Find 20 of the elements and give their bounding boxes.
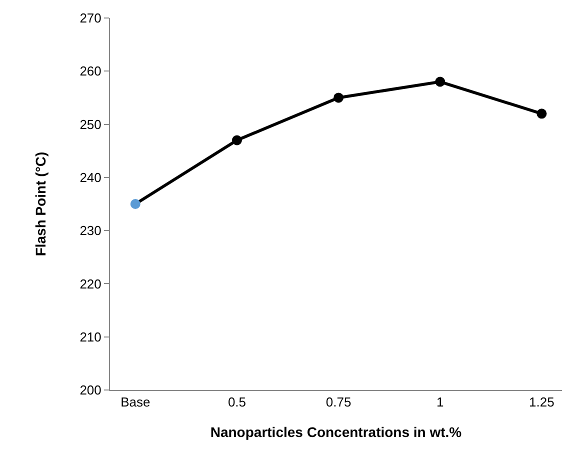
point (536, 108, 547, 119)
y-tick-label: 220 (80, 276, 102, 292)
y-tick-label: 210 (80, 329, 102, 344)
x-tick-label: 0.5 (228, 394, 246, 410)
x-axis-title: Nanoparticles Concentrations in wt.% (210, 424, 462, 440)
x-tick-label: 0.75 (326, 394, 352, 410)
x-tick-label: Base (120, 394, 150, 410)
y-tick-label: 240 (80, 170, 102, 185)
y-axis-title: Flash Point (°C) (32, 152, 48, 256)
point (334, 92, 344, 103)
point (232, 135, 242, 146)
y-tick-label: 200 (80, 382, 102, 398)
point (435, 76, 446, 87)
x-tick-label: 1.25 (529, 394, 554, 410)
x-tick-label: 1 (436, 394, 444, 410)
y-tick-label: 270 (80, 10, 102, 26)
y-tick-label: 250 (80, 116, 102, 132)
y-tick-label: 260 (80, 64, 102, 79)
point (130, 199, 140, 209)
y-tick-label: 230 (80, 223, 102, 238)
